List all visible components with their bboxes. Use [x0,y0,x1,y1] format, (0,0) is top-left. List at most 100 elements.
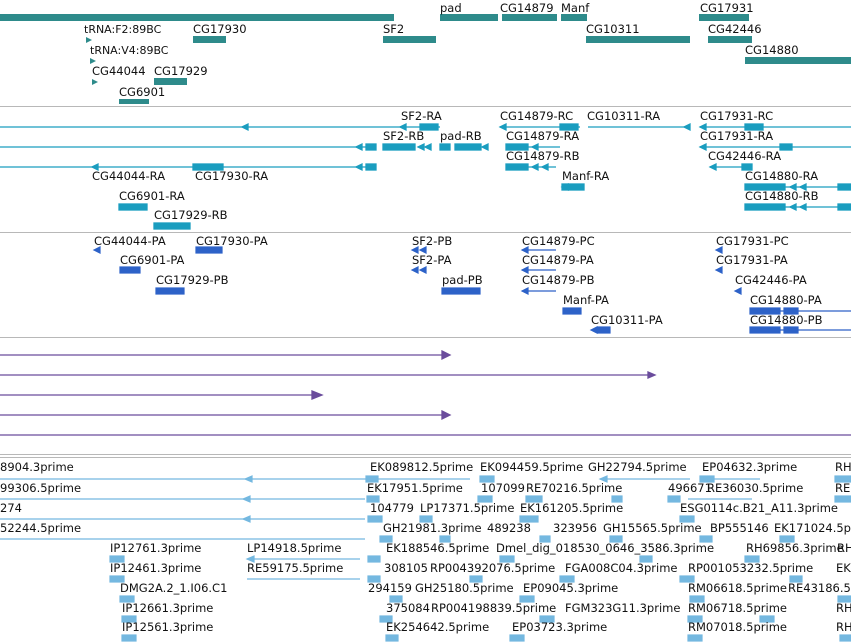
est-label: 107099 [481,481,525,495]
est-label: BP555146 [710,521,769,535]
protein-exon[interactable] [195,246,223,254]
track-divider [0,454,851,455]
gene-feature[interactable] [0,14,394,21]
gene-feature-cg10311[interactable] [586,36,690,43]
gene-label: tRNA:F2:89BC [84,23,162,36]
transcript-label: CG14880-RA [745,169,819,183]
gene-feature-trna-v4[interactable] [90,58,96,64]
est-label: ESG0114c.B21_A11.3prime [680,501,838,515]
transcript-label: CG14879-RB [506,149,580,163]
est-label: IP12761.3prime [110,541,202,555]
est-label: 99306.5prime [0,481,82,495]
track-divider [0,106,851,107]
transcript-label: CG17931-RC [700,109,774,123]
transcript-label: CG17929-RB [154,208,228,222]
est-label: 375084 [386,601,430,615]
protein-label: CG17929-PB [156,273,229,287]
protein-label: CG14879-PA [522,253,594,267]
transcript-label: CG14879-RA [506,129,580,143]
protein-label: CG44044-PA [94,234,166,248]
alignment-track [0,338,851,453]
est-label: RE43186.5 [788,581,851,595]
est-label: LP17371.5prime [420,501,515,515]
protein-label: CG17931-PC [716,234,789,248]
gene-feature-manf[interactable] [561,14,587,21]
gene-feature-cg14879[interactable] [502,14,557,21]
gene-label: CG10311 [586,22,640,36]
protein-label: CG14880-PB [750,313,823,327]
est-label: IP12461.3prime [110,561,202,575]
transcript-label: SF2-RB [383,129,425,143]
est-label: GH21981.3prime [383,521,482,535]
est-label: 496671 [668,481,712,495]
transcript-label: CG10311-RA [587,109,661,123]
gene-feature-cg42446[interactable] [708,36,752,43]
est-label: EP09045.3prime [523,581,619,595]
gene-label: CG14880 [745,43,799,57]
est-label: RE59175.5prime [247,561,344,575]
est-label: 52244.5prime [0,521,82,535]
protein-label: CG14879-PB [522,273,595,287]
est-label: 489238 [487,521,531,535]
gene-feature-trna-f2[interactable] [86,37,92,43]
est-label: RP004392076.5prime [430,561,556,575]
est-label: EK188546.5prime [386,541,490,555]
est-label: EP03723.3prime [512,620,608,634]
gene-feature-cg14880[interactable] [745,57,851,64]
protein-exon-pad[interactable] [441,287,481,295]
protein-label: CG42446-PA [735,273,807,287]
gene-label: CG44044 [92,64,146,78]
est-label: 104779 [370,501,414,515]
est-label: RH [835,460,851,474]
gene-label: tRNA:V4:89BC [90,44,169,57]
est-label: 308105 [384,561,428,575]
protein-label: SF2-PB [412,234,453,248]
protein-label: CG14880-PA [750,293,822,307]
est-label: FGA008C04.3prime [565,561,678,575]
gene-feature-cg44044[interactable] [92,79,98,85]
est-label: 294159 [368,581,412,595]
transcript-exon[interactable] [382,143,416,151]
transcript-label: SF2-RA [401,109,442,123]
transcript-label: CG14880-RB [745,189,819,203]
est-label: FGM323G11.3prime [565,601,681,615]
transcript-label: pad-RB [440,129,482,143]
gene-feature-cg17930[interactable] [193,36,226,43]
est-label: RE [835,481,851,495]
gene-label: pad [440,1,462,15]
est-label: EK254642.5prime [386,620,490,634]
gene-feature-pad[interactable] [440,14,498,21]
est-label: DMG2A.2_1.I06.C1 [120,581,228,595]
est-label: EK17951.5prime [367,481,463,495]
gene-track-glyphs [0,14,851,104]
gene-feature-cg17931[interactable] [699,14,749,21]
protein-label: CG17931-PA [716,253,788,267]
gene-feature-cg6901[interactable] [119,99,149,104]
gene-feature-sf2[interactable] [383,36,436,43]
protein-label: CG6901-PA [120,253,185,267]
est-label: RP001053232.5prime [688,561,814,575]
transcript-label: CG14879-RC [500,109,574,123]
est-label: RE70216.5prime [526,481,623,495]
gene-label: CG17931 [700,1,754,15]
transcript-label: CG6901-RA [119,189,185,203]
transcript-label: CG42446-RA [708,149,782,163]
est-label: LP14918.5prime [247,541,342,555]
est-label: RH [836,620,851,634]
est-label: 274 [0,501,22,515]
gene-label: CG17929 [154,64,208,78]
transcript-track-glyphs [0,122,851,230]
gene-feature-cg17929[interactable] [154,78,187,85]
est-label: RH [837,541,851,555]
est-label: IP12661.3prime [122,601,214,615]
protein-label: pad-PB [442,273,483,287]
est-label: GH25180.5prime [415,581,514,595]
est-label: 323956 [553,521,597,535]
gene-track: pad CG14879 Manf CG17931 tRNA:F2:89BC CG… [0,0,851,104]
est-label: EK094459.5prime [480,460,584,474]
est-label: GH15565.5prime [603,521,702,535]
protein-label: CG10311-PA [591,313,663,327]
gene-label: SF2 [383,22,405,36]
transcript-track: SF2-RA CG14879-RC CG10311-RA CG17931-RC … [0,107,851,231]
est-label: RM06718.5prime [688,601,787,615]
